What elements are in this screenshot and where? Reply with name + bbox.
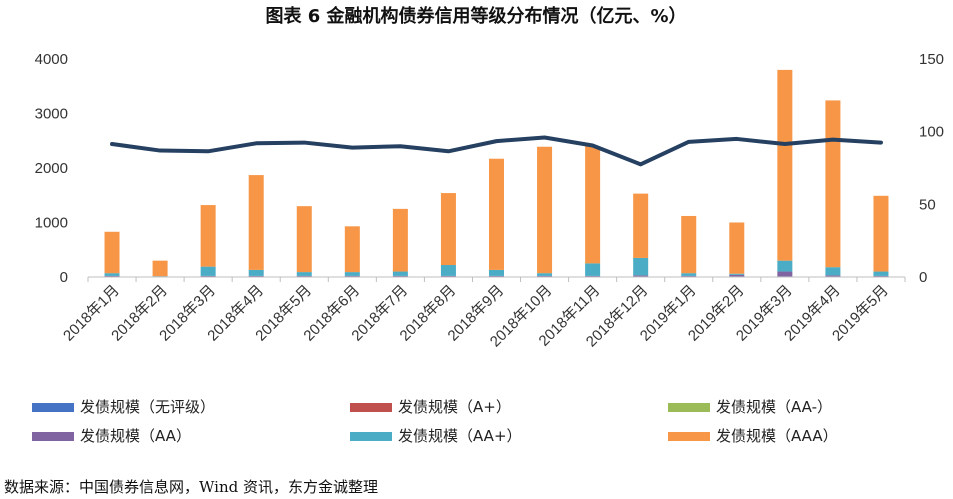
line-point bbox=[351, 147, 353, 149]
bar-segment bbox=[200, 205, 216, 267]
source-note: 数据来源：中国债券信息网，Wind 资讯，东方金诚整理 bbox=[4, 478, 378, 496]
legend-label: 发债规模（无评级） bbox=[80, 398, 215, 416]
y-left-tick-label: 1000 bbox=[35, 215, 68, 232]
legend-swatch bbox=[668, 403, 710, 412]
bar-segment bbox=[344, 272, 360, 276]
y-right-tick-label: 50 bbox=[919, 196, 936, 213]
legend-label: 发债规模（AA+） bbox=[398, 427, 522, 445]
legend-label: 发债规模（AAA） bbox=[716, 427, 838, 445]
bar-segment bbox=[344, 226, 360, 273]
line-point bbox=[832, 139, 834, 141]
bar-segment bbox=[296, 275, 312, 277]
bar-segment bbox=[296, 272, 312, 276]
bar-segment bbox=[296, 206, 312, 273]
y-left-tick-label: 4000 bbox=[35, 51, 68, 68]
bar-segment bbox=[489, 275, 504, 277]
bar-segment bbox=[537, 273, 553, 276]
bar-segment bbox=[104, 273, 120, 276]
bar-segment bbox=[248, 275, 264, 277]
line-point bbox=[880, 142, 882, 144]
legend-label: 发债规模（AA-） bbox=[716, 398, 832, 416]
line-point bbox=[303, 142, 305, 144]
line-point bbox=[784, 143, 786, 145]
bar-segment bbox=[489, 269, 504, 276]
y-right-tick-label: 150 bbox=[919, 51, 944, 68]
bar-segment bbox=[825, 267, 841, 276]
legend-swatch bbox=[350, 403, 392, 412]
bar-segment bbox=[777, 271, 793, 277]
chart-title: 图表 6 金融机构债券信用等级分布情况（亿元、%） bbox=[265, 5, 686, 27]
bar-segment bbox=[489, 158, 504, 270]
bar-segment bbox=[537, 275, 553, 277]
bar-segment bbox=[585, 146, 601, 264]
y-left-tick-label: 0 bbox=[60, 269, 68, 286]
bar-segment bbox=[537, 146, 553, 274]
y-right-tick-label: 0 bbox=[919, 269, 927, 286]
y-left-tick-label: 2000 bbox=[35, 160, 68, 177]
bar-segment bbox=[873, 275, 889, 277]
bar-segment bbox=[200, 266, 216, 276]
bar-segment bbox=[344, 275, 360, 277]
bar-segment bbox=[873, 195, 889, 272]
bar-segment bbox=[825, 275, 841, 277]
line-point bbox=[688, 141, 690, 143]
legend-swatch bbox=[350, 432, 392, 441]
bar-segment bbox=[152, 276, 168, 277]
bar-segment bbox=[200, 275, 216, 277]
line-point bbox=[207, 150, 209, 152]
line-point bbox=[399, 145, 401, 147]
bar-segment bbox=[777, 69, 793, 261]
line-point bbox=[544, 136, 546, 138]
line-point bbox=[255, 142, 257, 144]
bar-segment bbox=[729, 222, 745, 274]
bar-segment bbox=[248, 175, 264, 270]
bar-segment bbox=[633, 257, 649, 276]
line-point bbox=[111, 143, 113, 145]
line-point bbox=[496, 140, 497, 142]
bar-segment bbox=[729, 273, 745, 275]
bar-segment bbox=[392, 271, 408, 276]
y-right-tick-label: 100 bbox=[919, 124, 944, 141]
bar-segment bbox=[633, 193, 649, 258]
bar-segment bbox=[585, 275, 601, 277]
bar-segment bbox=[248, 269, 264, 276]
bar-segment bbox=[729, 274, 745, 277]
line-point bbox=[592, 144, 594, 146]
legend-swatch bbox=[668, 432, 710, 441]
legend-swatch bbox=[32, 432, 74, 441]
bar-segment bbox=[104, 231, 120, 274]
bar-segment bbox=[681, 273, 697, 276]
bar-segment bbox=[440, 275, 456, 277]
bar-segment bbox=[873, 271, 889, 276]
bar-segment bbox=[777, 260, 793, 272]
bar-segment bbox=[392, 208, 408, 272]
line-point bbox=[159, 150, 161, 152]
legend-label: 发债规模（AA） bbox=[80, 427, 191, 445]
legend-swatch bbox=[32, 403, 74, 412]
bar-segment bbox=[681, 215, 697, 274]
bar-segment bbox=[392, 275, 408, 277]
bar-segment bbox=[633, 275, 649, 277]
bar-segment bbox=[585, 263, 601, 276]
bar-segment bbox=[440, 265, 456, 276]
bar-segment bbox=[104, 275, 120, 277]
legend-label: 发债规模（A+） bbox=[398, 398, 511, 416]
line-point bbox=[447, 150, 449, 152]
line-point bbox=[640, 163, 642, 165]
y-left-tick-label: 3000 bbox=[35, 106, 68, 123]
bar-segment bbox=[681, 275, 697, 277]
bar-segment bbox=[152, 260, 168, 277]
line-point bbox=[736, 138, 738, 140]
bar-segment bbox=[825, 100, 841, 268]
bar-segment bbox=[440, 193, 456, 266]
